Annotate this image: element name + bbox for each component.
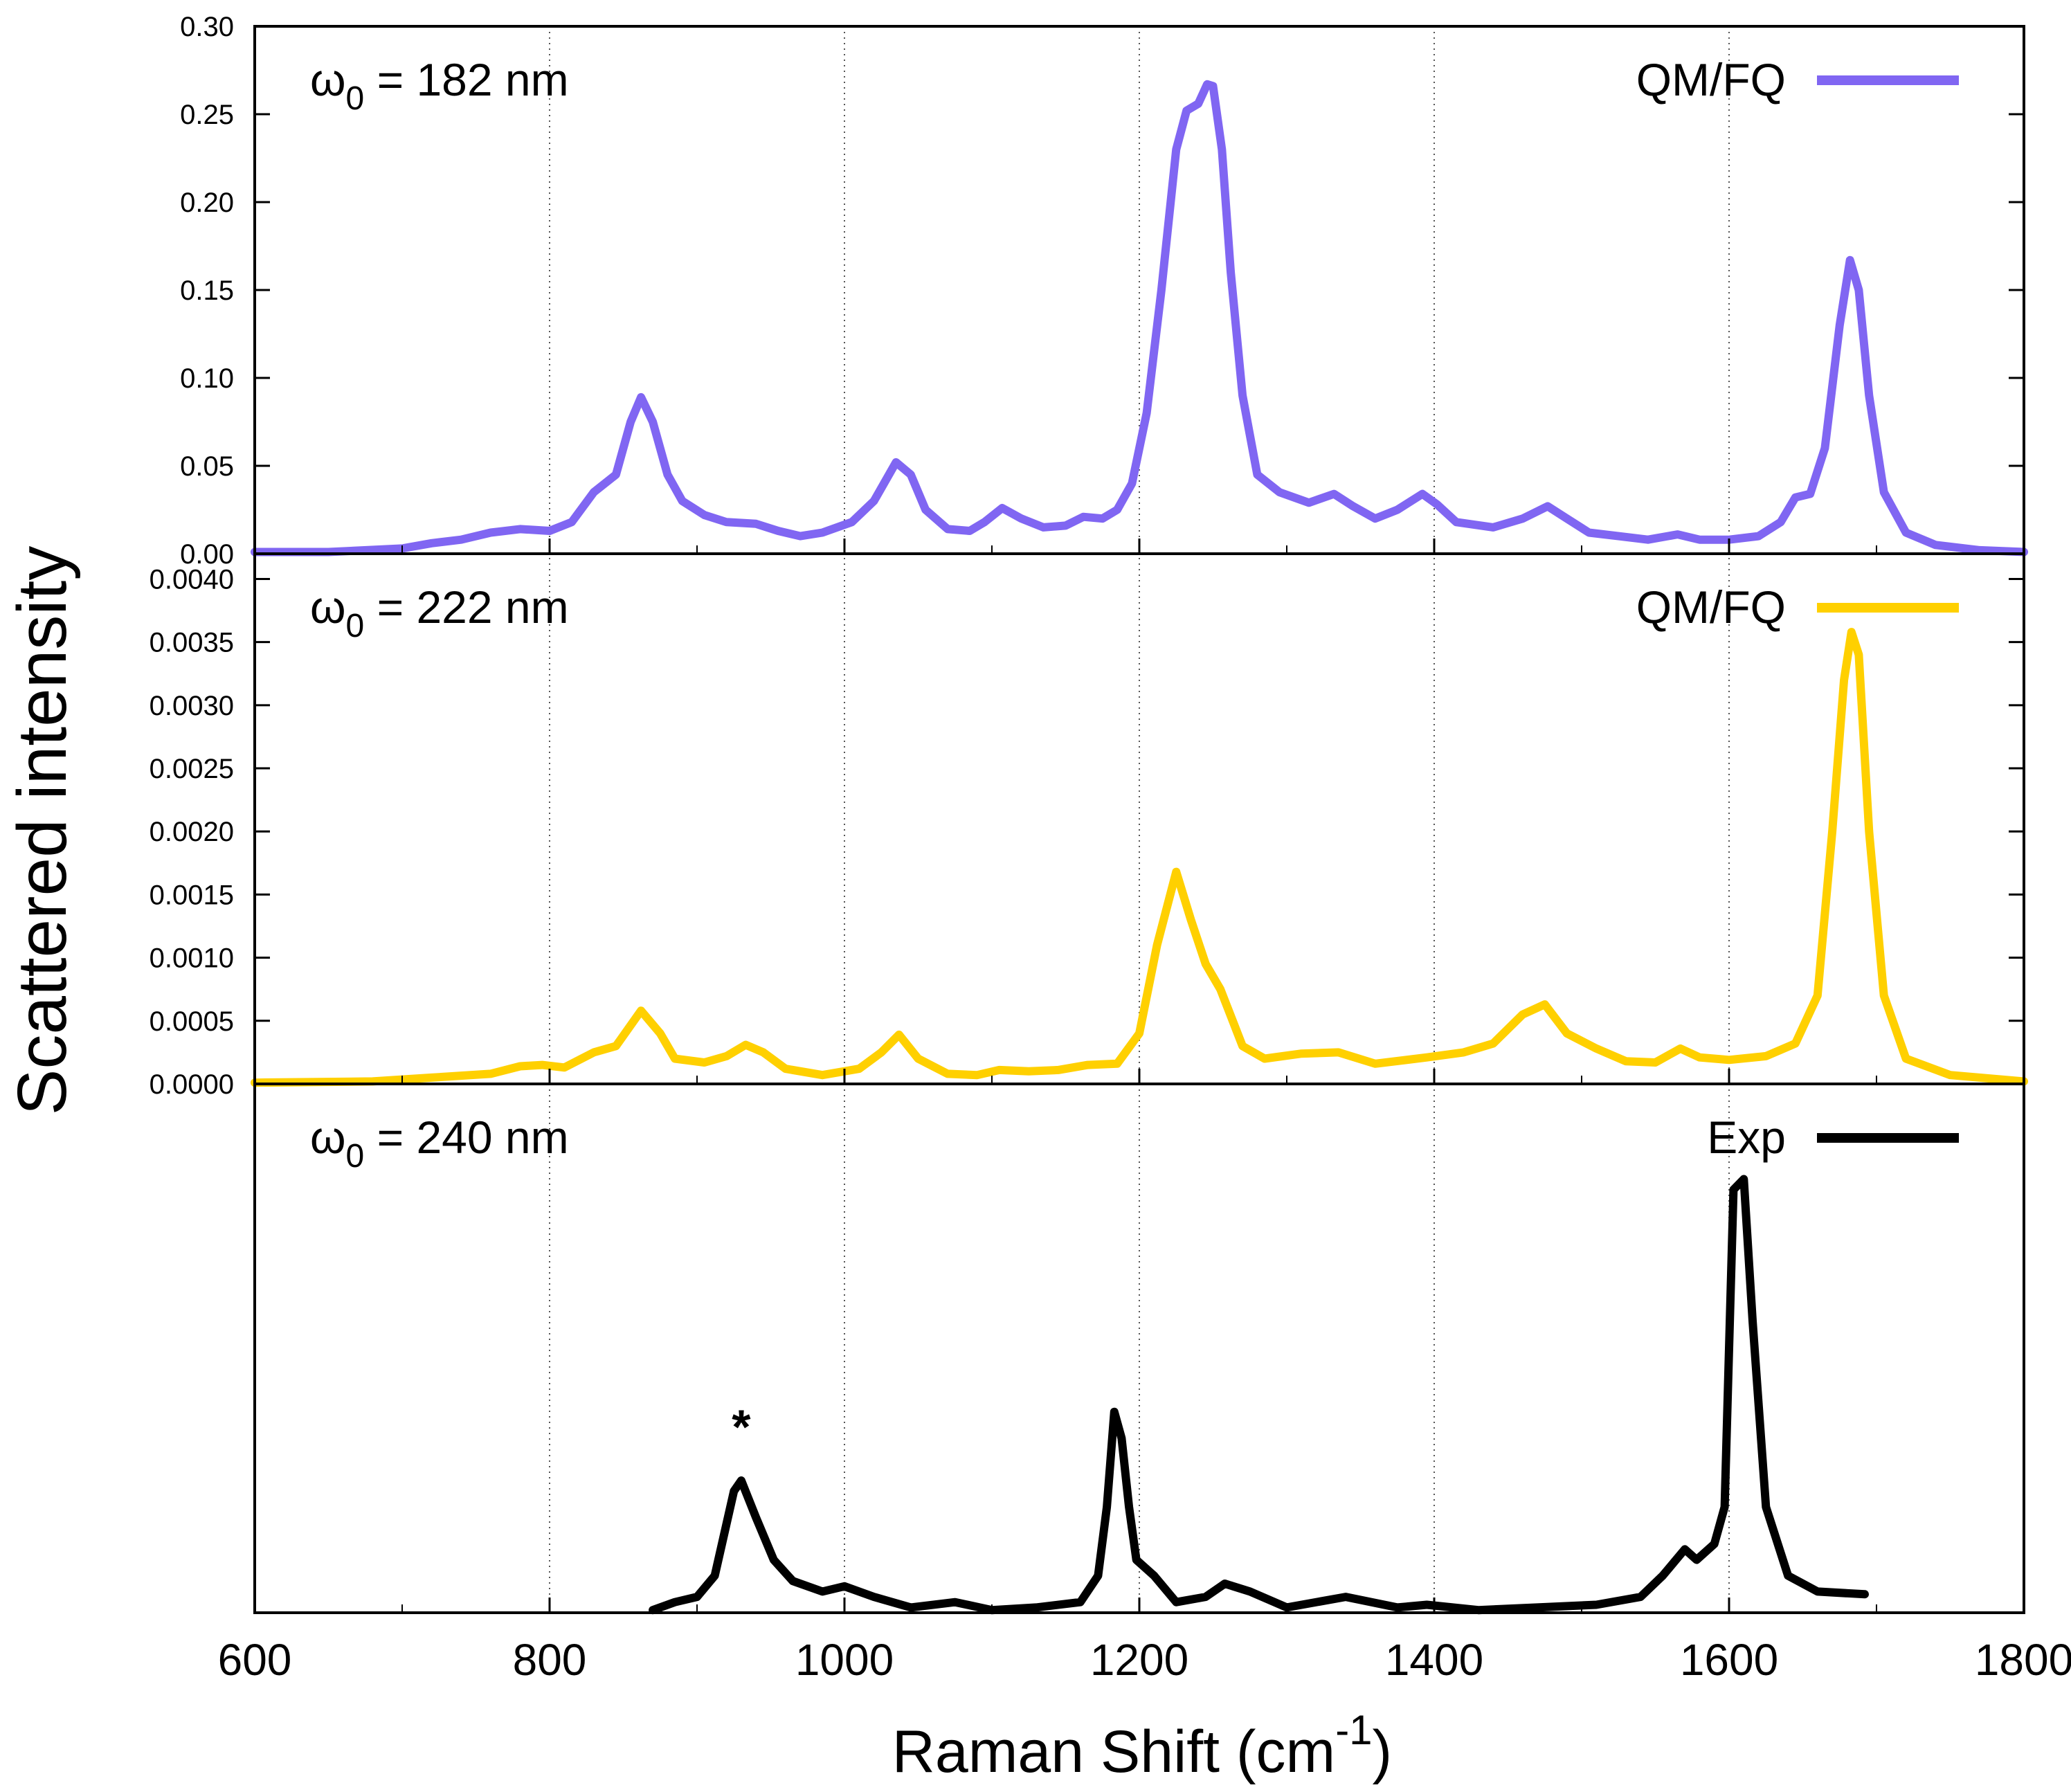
x-axis-title-superscript: -1 bbox=[1335, 1707, 1372, 1753]
panel-2-omega-symbol: ω bbox=[310, 581, 346, 633]
x-tick-label-600: 600 bbox=[218, 1635, 292, 1685]
panel-2-omega-subscript: 0 bbox=[346, 608, 365, 644]
panel-1-series-line bbox=[251, 80, 2028, 556]
panel-2-wavelength-label: ω0 = 222 nm bbox=[310, 581, 569, 644]
panel-1-y-tick-label: 0.25 bbox=[180, 100, 234, 130]
x-axis-title-tail: ) bbox=[1373, 1719, 1393, 1785]
panel-3-peak-annotation: * bbox=[732, 1400, 751, 1454]
panel-1-y-tick-label: 0.15 bbox=[180, 275, 234, 306]
grid-lines bbox=[549, 26, 1730, 1613]
panel-2-y-tick-label: 0.0040 bbox=[150, 564, 234, 595]
panel-2-legend-label: QM/FQ bbox=[1636, 581, 1786, 633]
panel-2-series-line bbox=[251, 628, 2028, 1087]
panel-2-y-tick-label: 0.0025 bbox=[150, 754, 234, 784]
x-tick-label-1400: 1400 bbox=[1385, 1635, 1483, 1685]
x-tick-label-1800: 1800 bbox=[1975, 1635, 2071, 1685]
axis-ticks bbox=[255, 25, 2024, 1613]
y-axis-title: Scattered intensity bbox=[3, 546, 81, 1116]
panel-1-y-tick-label: 0.00 bbox=[180, 539, 234, 570]
x-tick-label-1000: 1000 bbox=[795, 1635, 894, 1685]
panel-1-y-tick-label: 0.30 bbox=[180, 12, 234, 42]
x-tick-label-800: 800 bbox=[513, 1635, 587, 1685]
panel-3-omega-subscript: 0 bbox=[346, 1138, 365, 1175]
panel-3-omega-symbol: ω bbox=[310, 1112, 346, 1163]
panel-1-y-tick-label: 0.05 bbox=[180, 451, 234, 482]
panel-3-legend-label: Exp bbox=[1707, 1112, 1786, 1163]
panel-1-wavelength-value: = 182 nm bbox=[364, 54, 568, 105]
panel-2-y-tick-label: 0.0005 bbox=[150, 1006, 234, 1037]
panel-2-y-tick-label: 0.0035 bbox=[150, 628, 234, 658]
panel-1-y-tick-label: 0.20 bbox=[180, 188, 234, 218]
panel-2-y-tick-label: 0.0010 bbox=[150, 943, 234, 974]
panel-2-y-tick-label: 0.0015 bbox=[150, 880, 234, 910]
panel-3-series-line bbox=[649, 1175, 1869, 1615]
panel-1-y-tick-label: 0.10 bbox=[180, 363, 234, 394]
panel-3-wavelength-label: ω0 = 240 nm bbox=[310, 1112, 569, 1175]
panel-2-y-tick-label: 0.0020 bbox=[150, 817, 234, 847]
panel-2-y-tick-label: 0.0000 bbox=[150, 1069, 234, 1100]
panel-2-wavelength-value: = 222 nm bbox=[364, 581, 568, 633]
panel-1-legend-label: QM/FQ bbox=[1636, 54, 1786, 105]
x-tick-label-1200: 1200 bbox=[1090, 1635, 1188, 1685]
panel-1-omega-subscript: 0 bbox=[346, 80, 365, 117]
x-axis-title-main: Raman Shift (cm bbox=[892, 1719, 1335, 1785]
series-layer bbox=[251, 80, 2028, 1615]
panel-2-y-tick-label: 0.0030 bbox=[150, 691, 234, 721]
x-axis-title: Raman Shift (cm-1) bbox=[892, 1707, 1392, 1785]
panel-1-wavelength-label: ω0 = 182 nm bbox=[310, 54, 569, 117]
panel-3-wavelength-value: = 240 nm bbox=[364, 1112, 568, 1163]
panel-1-omega-symbol: ω bbox=[310, 54, 346, 105]
x-tick-label-1600: 1600 bbox=[1680, 1635, 1778, 1685]
